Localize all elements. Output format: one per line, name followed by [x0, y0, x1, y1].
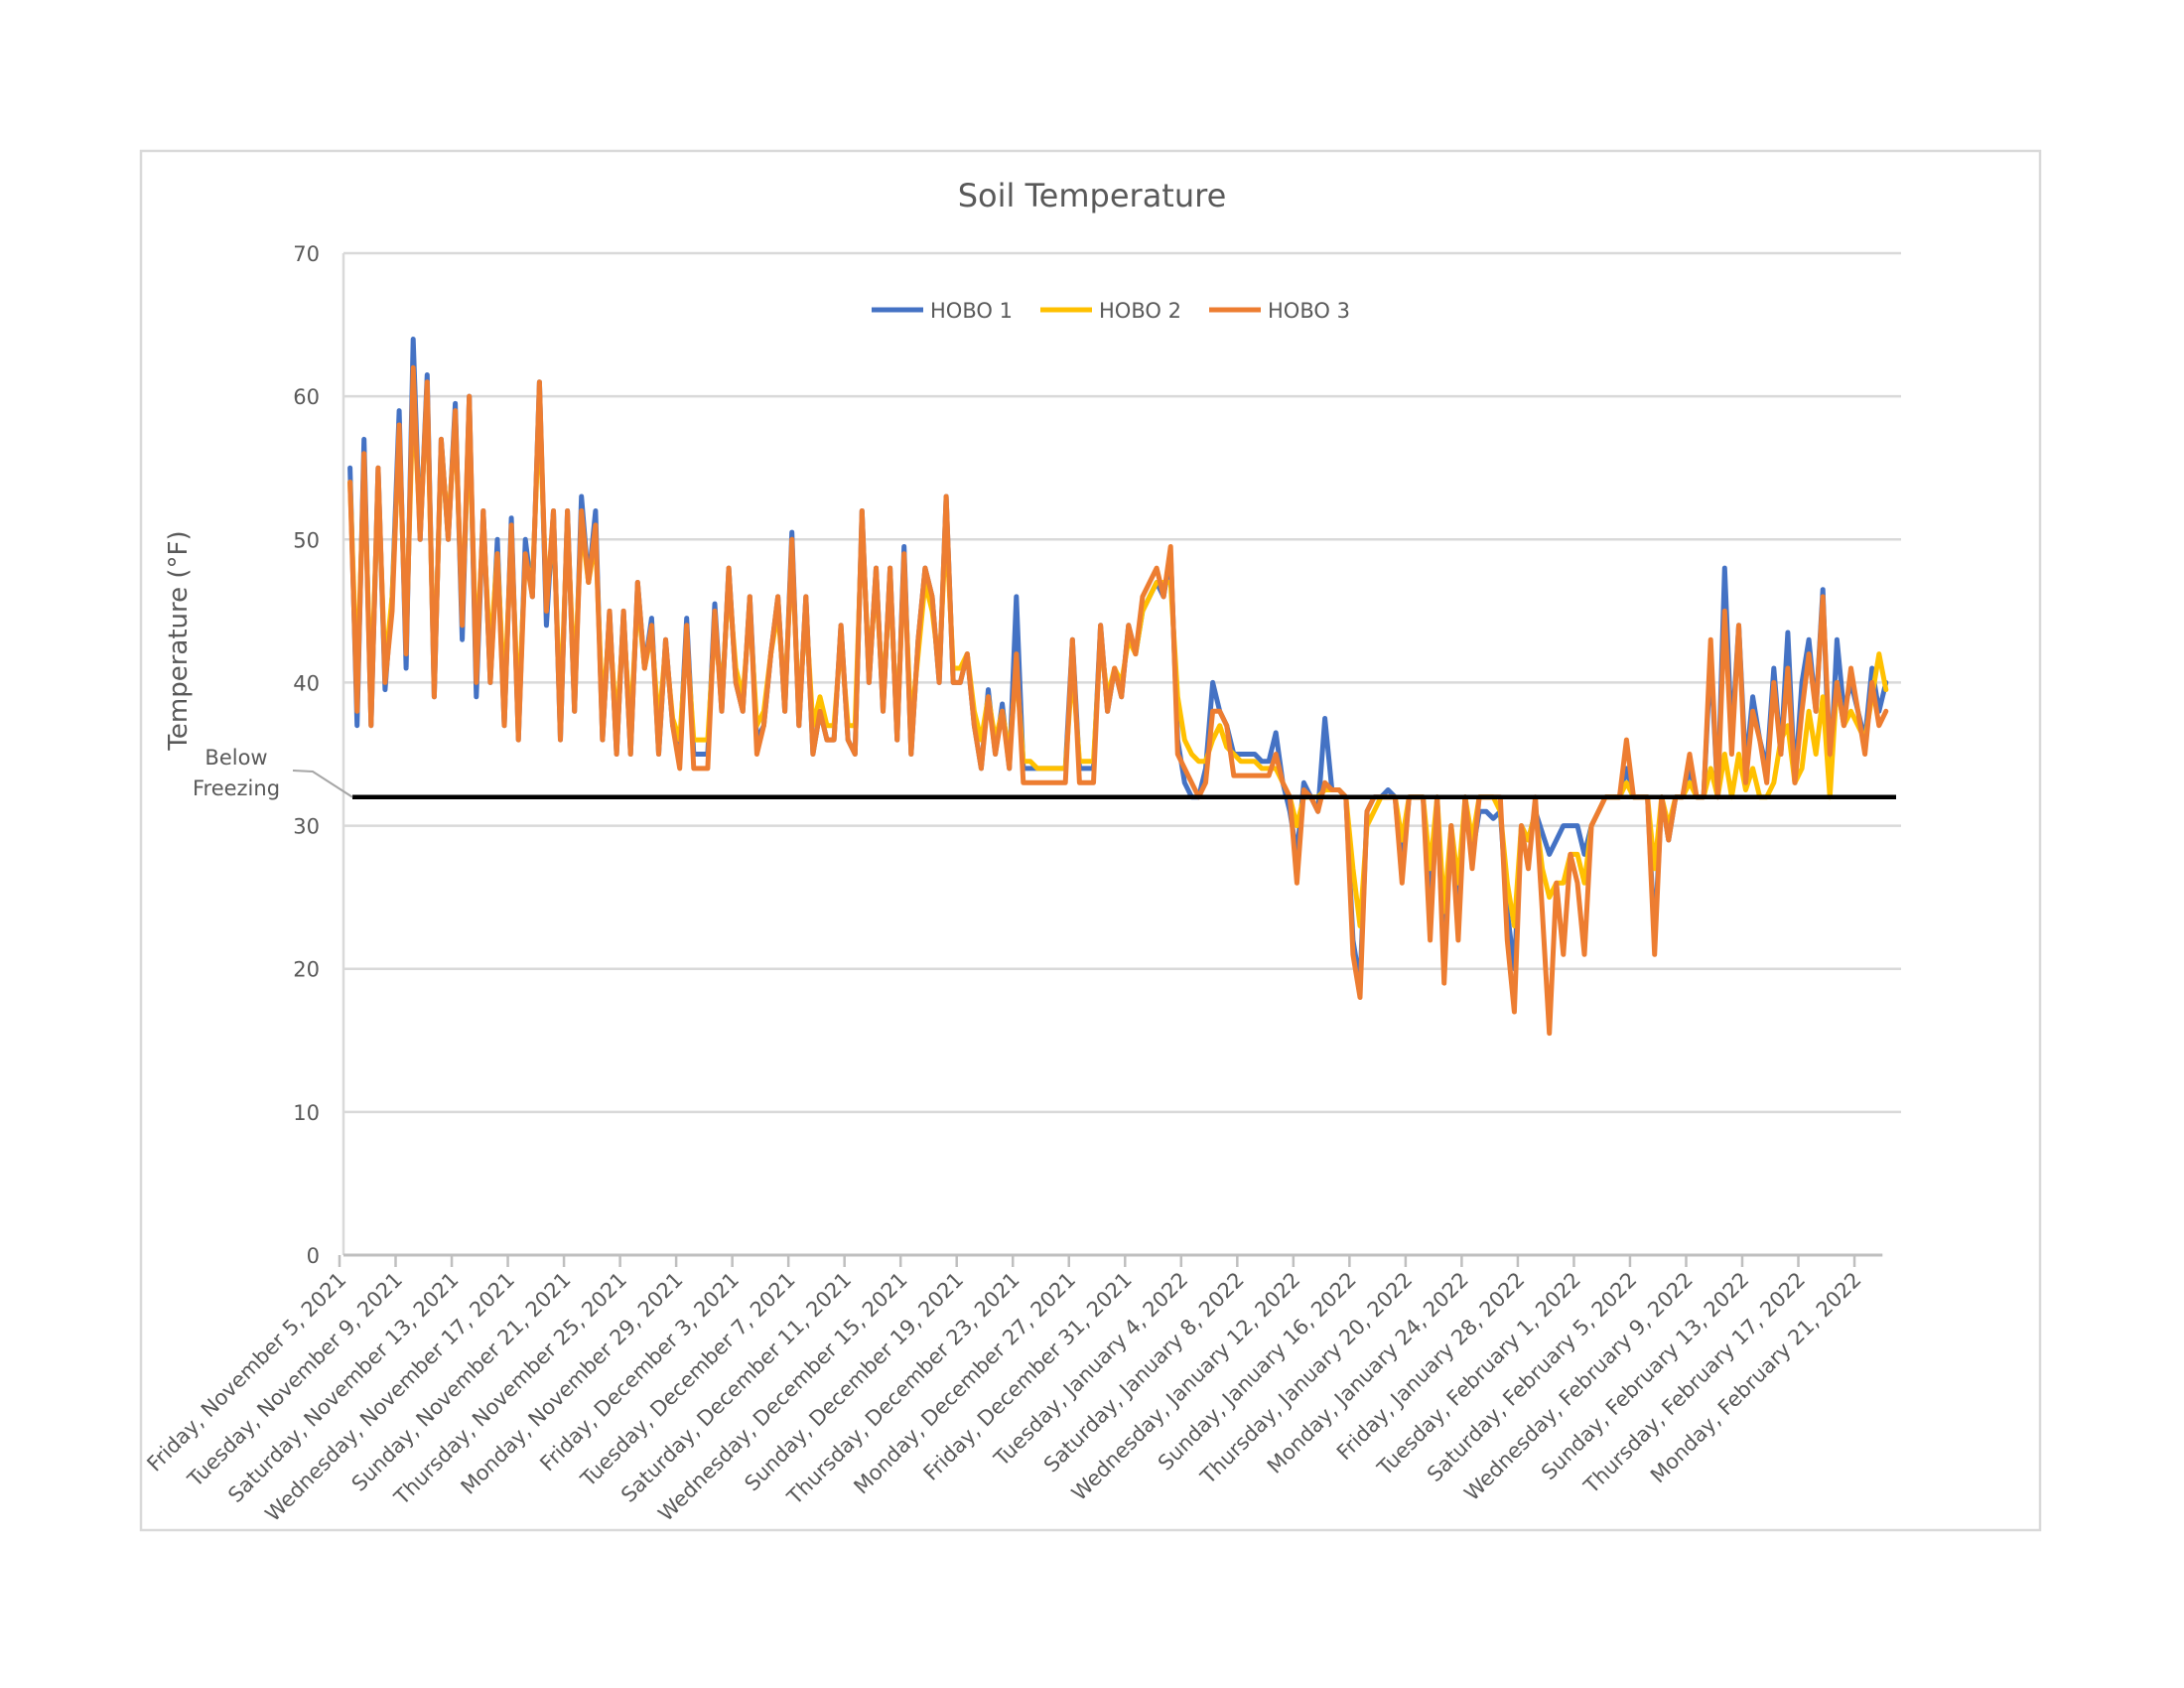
- y-tick-label: 0: [307, 1244, 320, 1268]
- y-tick-label: 40: [293, 671, 320, 695]
- legend-label: HOBO 2: [1099, 299, 1181, 323]
- y-tick-label: 20: [293, 958, 320, 982]
- freezing-label-line1: Below: [205, 746, 267, 770]
- series-line-hobo-3: [347, 364, 1889, 1037]
- chart-border: [139, 149, 2042, 1532]
- legend-item-hobo-1: HOBO 1: [872, 299, 1013, 323]
- gridlines: [341, 251, 1901, 1255]
- y-axis-ticks: 0 10 20 30 40 50 60 70: [293, 242, 320, 1268]
- legend: HOBO 1 HOBO 2 HOBO 3: [872, 299, 1350, 323]
- series-lines: [347, 337, 1889, 1037]
- legend-label: HOBO 1: [930, 299, 1013, 323]
- y-tick-label: 70: [293, 242, 320, 266]
- freezing-label-leader: [292, 770, 353, 798]
- y-tick-label: 30: [293, 815, 320, 839]
- legend-label: HOBO 3: [1268, 299, 1350, 323]
- y-axis-label: Temperature (°F): [164, 530, 194, 751]
- y-tick-label: 50: [293, 528, 320, 552]
- legend-item-hobo-3: HOBO 3: [1209, 299, 1350, 323]
- chart-title: Soil Temperature: [958, 177, 1227, 214]
- y-tick-label: 60: [293, 385, 320, 409]
- legend-item-hobo-2: HOBO 2: [1040, 299, 1181, 323]
- y-tick-label: 10: [293, 1101, 320, 1125]
- freezing-label-line2: Freezing: [193, 776, 280, 800]
